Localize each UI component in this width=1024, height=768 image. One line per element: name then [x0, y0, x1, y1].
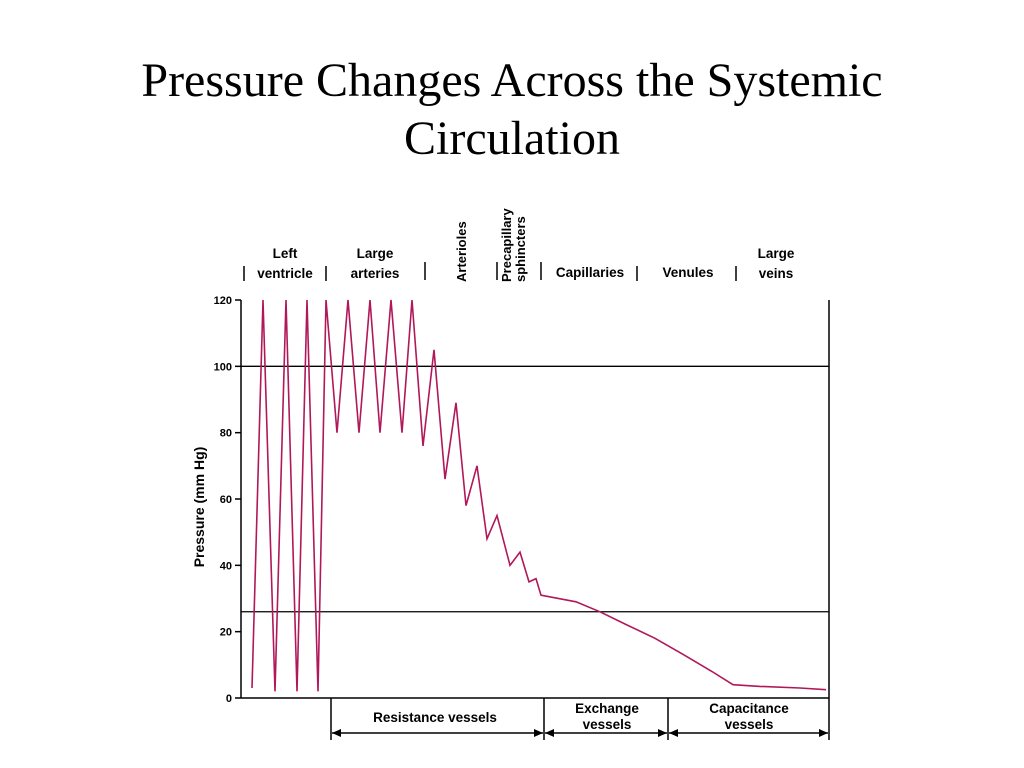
slide-title-line-2: Circulation — [404, 112, 620, 165]
segment-label: Left — [273, 246, 298, 261]
arrowhead-right — [534, 729, 543, 737]
segment-label: Venules — [662, 265, 713, 280]
y-tick-label: 120 — [214, 295, 232, 307]
vessel-group-label: vessels — [725, 717, 774, 732]
segment-label: sphincters — [513, 216, 528, 282]
segment-label: Precapillary — [499, 208, 514, 282]
segment-label: Arterioles — [454, 221, 469, 282]
series-line — [251, 299, 827, 692]
arrowhead-left — [332, 729, 341, 737]
pressure-series — [251, 299, 827, 692]
slide-title: Pressure Changes Across the Systemic Cir… — [0, 52, 1024, 168]
arrowhead-right — [658, 729, 667, 737]
segment-label: arteries — [351, 266, 400, 281]
y-tick-label: 80 — [220, 428, 232, 440]
y-axis-label: Pressure (mm Hg) — [191, 447, 207, 568]
chart-axes: 0 20 40 60 80 100 120 Pressure (mm Hg) — [191, 295, 830, 705]
y-tick-label: 40 — [220, 560, 232, 572]
arrowhead-right — [819, 729, 828, 737]
vessel-group-label: Resistance vessels — [373, 710, 497, 725]
y-tick-label: 0 — [226, 693, 232, 705]
y-tick-label: 20 — [220, 627, 232, 639]
segment-label: Capillaries — [556, 265, 624, 280]
vessel-groups: Resistance vesselsExchangevesselsCapacit… — [330, 698, 830, 740]
arrowhead-left — [545, 729, 554, 737]
segment-label: Large — [357, 246, 394, 261]
y-tick-label: 100 — [214, 361, 232, 373]
vessel-group-label: Capacitance — [709, 701, 789, 716]
arrowhead-left — [669, 729, 678, 737]
vessel-group-label: vessels — [583, 717, 632, 732]
vessel-group-label: Exchange — [575, 701, 639, 716]
segment-label: veins — [759, 266, 794, 281]
segment-header: Left ventricle Large arteries Arterioles Prec… — [243, 208, 795, 282]
segment-label: ventricle — [257, 266, 313, 281]
segment-label: Large — [758, 246, 795, 261]
slide-title-line-1: Pressure Changes Across the Systemic — [141, 54, 883, 107]
y-tick-label: 60 — [220, 494, 232, 506]
